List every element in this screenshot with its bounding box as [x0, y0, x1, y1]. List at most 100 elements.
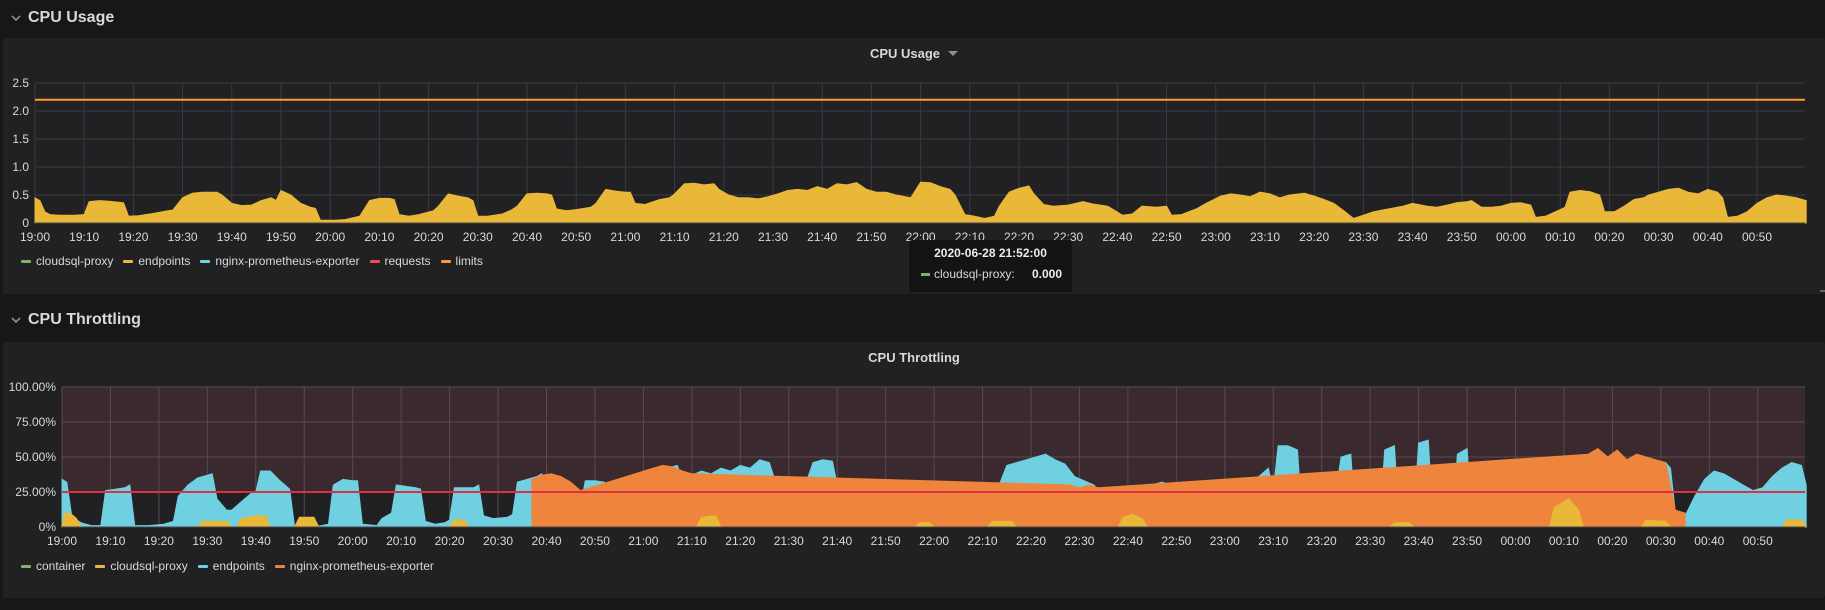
x-tick-label: 22:50 [1161, 534, 1191, 548]
x-tick-label: 21:30 [774, 534, 804, 548]
x-tick-label: 23:30 [1355, 534, 1385, 548]
x-tick-label: 23:10 [1250, 230, 1280, 244]
legend-item-container[interactable]: container [21, 559, 85, 573]
x-tick-label: 20:40 [512, 230, 542, 244]
legend-item-requests[interactable]: requests [369, 254, 431, 268]
series-swatch [369, 259, 380, 263]
x-tick-label: 20:00 [338, 534, 368, 548]
x-tick-label: 20:50 [561, 230, 591, 244]
x-tick-label: 21:50 [856, 230, 886, 244]
chevron-down-icon [11, 317, 21, 324]
y-tick-label: 0% [39, 520, 57, 534]
panel-title[interactable]: CPU Usage [3, 46, 1825, 61]
legend-item-limits[interactable]: limits [440, 254, 483, 268]
x-tick-label: 00:50 [1743, 534, 1773, 548]
legend-label: limits [455, 254, 483, 268]
series-area-endpoints [34, 181, 1807, 224]
panel-title-text: CPU Usage [869, 46, 941, 61]
y-tick-label: 0.5 [12, 188, 29, 202]
caret-down-icon[interactable] [948, 51, 959, 57]
tooltip-time: 2020-06-28 21:52:00 [934, 246, 1047, 260]
x-tick-label: 19:10 [95, 534, 125, 548]
legend-label: endpoints [138, 254, 191, 268]
y-tick-label: 50.00% [15, 450, 56, 464]
x-tick-label: 19:50 [289, 534, 319, 548]
y-tick-label: 25.00% [15, 485, 56, 499]
x-tick-label: 19:20 [144, 534, 174, 548]
x-tick-label: 20:40 [531, 534, 561, 548]
x-tick-label: 23:10 [1258, 534, 1288, 548]
row-title: CPU Throttling [28, 311, 141, 328]
series-swatch [200, 259, 211, 263]
series-swatch [123, 259, 134, 263]
series-swatch [197, 564, 208, 568]
tooltip-series: cloudsql-proxy: [934, 267, 1015, 281]
x-tick-label: 19:00 [20, 230, 50, 244]
legend-label: requests [384, 254, 431, 268]
legend: cloudsql-proxy endpoints nginx-prometheus-… [21, 254, 493, 268]
x-tick-label: 21:10 [660, 230, 690, 244]
legend-label: cloudsql-proxy [36, 254, 114, 268]
cpu-throttling-graph[interactable]: 0% 25.00% 50.00% 75.00% 100.00% 19:00 19:10 19:… [3, 342, 1825, 598]
series-swatch [274, 564, 285, 568]
x-tick-label: 23:50 [1447, 230, 1477, 244]
legend-label: cloudsql-proxy [110, 559, 188, 573]
legend-item-nginx-prometheus-exporter[interactable]: nginx-prometheus-exporter [274, 559, 434, 573]
x-tick-label: 20:00 [315, 230, 345, 244]
x-tick-label: 21:50 [871, 534, 901, 548]
y-tick-label: 0 [22, 216, 29, 230]
legend-item-cloudsql-proxy[interactable]: cloudsql-proxy [95, 559, 188, 573]
x-tick-label: 00:00 [1496, 230, 1526, 244]
legend-item-endpoints[interactable]: endpoints [123, 254, 190, 268]
legend: container cloudsql-proxy endpoints nginx-pr… [21, 559, 444, 573]
legend-label: endpoints [212, 559, 265, 573]
series-area-nginx-prometheus-exporter [531, 447, 1686, 528]
legend-item-endpoints[interactable]: endpoints [197, 559, 265, 573]
legend-item-cloudsql-proxy[interactable]: cloudsql-proxy [21, 254, 113, 268]
legend-item-nginx-prometheus-exporter[interactable]: nginx-prometheus-exporter [200, 254, 360, 268]
cpu-usage-graph[interactable]: 0 0.5 1.0 1.5 2.0 2.5 19:00 19:10 19:20 19:30 19:4… [3, 38, 1825, 294]
x-tick-label: 19:40 [241, 534, 271, 548]
row-header-cpu-usage[interactable]: CPU Usage [0, 0, 114, 36]
x-tick-label: 22:00 [919, 534, 949, 548]
x-tick-label: 23:30 [1348, 230, 1378, 244]
x-tick-label: 23:20 [1299, 230, 1329, 244]
x-tick-label: 21:00 [628, 534, 658, 548]
row-title: CPU Usage [28, 9, 115, 26]
x-tick-label: 21:00 [610, 230, 640, 244]
x-tick-label: 19:50 [266, 230, 296, 244]
x-tick-label: 19:00 [47, 534, 77, 548]
chevron-down-icon [11, 15, 21, 22]
x-tick-label: 19:20 [118, 230, 148, 244]
x-tick-label: 22:50 [1152, 230, 1182, 244]
x-tick-label: 21:40 [822, 534, 852, 548]
x-tick-label: 22:10 [968, 534, 998, 548]
x-tick-label: 21:20 [709, 230, 739, 244]
x-tick-label: 21:30 [758, 230, 788, 244]
x-tick-label: 00:20 [1597, 534, 1627, 548]
legend-label: nginx-prometheus-exporter [215, 254, 360, 268]
resize-handle[interactable] [1820, 290, 1825, 292]
row-header-cpu-throttling[interactable]: CPU Throttling [0, 300, 141, 340]
x-tick-label: 19:30 [168, 230, 198, 244]
cpu-throttling-panel: CPU Throttling 0% 25.00% 50.00% 75.00% 100.0… [3, 342, 1825, 598]
x-tick-label: 00:30 [1644, 230, 1674, 244]
tooltip-value: 0.000 [1031, 267, 1062, 281]
series-swatch [440, 259, 451, 263]
panel-title[interactable]: CPU Throttling [3, 350, 1825, 365]
x-tick-label: 00:30 [1646, 534, 1676, 548]
x-tick-label: 22:30 [1064, 534, 1094, 548]
y-tick-label: 1.0 [12, 160, 29, 174]
panel-title-text: CPU Throttling [868, 350, 960, 365]
x-tick-label: 21:20 [725, 534, 755, 548]
x-tick-label: 00:40 [1694, 534, 1724, 548]
x-tick-label: 00:10 [1549, 534, 1579, 548]
x-tick-label: 20:10 [364, 230, 394, 244]
x-tick-label: 22:40 [1113, 534, 1143, 548]
y-tick-label: 2.5 [12, 76, 29, 90]
x-tick-label: 23:40 [1398, 230, 1428, 244]
x-tick-label: 20:30 [463, 230, 493, 244]
x-tick-label: 20:10 [386, 534, 416, 548]
y-tick-label: 75.00% [15, 415, 56, 429]
graph-tooltip: 2020-06-28 21:52:00 cloudsql-proxy: 0.00… [909, 240, 1072, 292]
